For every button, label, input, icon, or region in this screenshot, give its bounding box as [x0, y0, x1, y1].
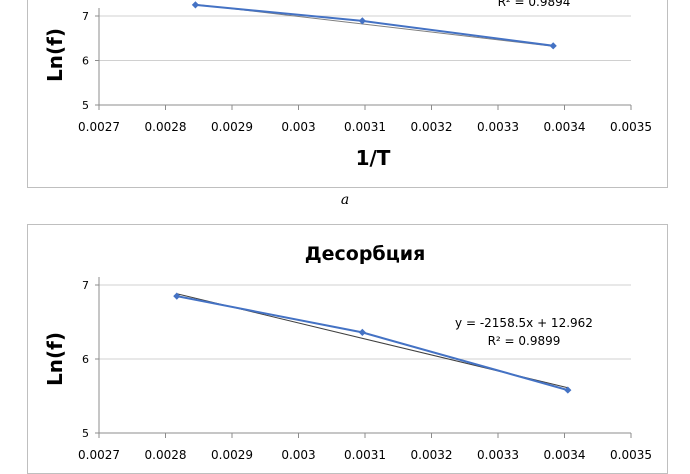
x-tick-label: 0.0032 [411, 448, 453, 460]
chart-title: Десорбция [305, 243, 426, 265]
trendline-annotation: R² = 0.9899 [488, 334, 561, 348]
y-tick-label: 7 [82, 10, 89, 23]
x-tick-label: 0.0028 [145, 448, 187, 460]
data-point [564, 386, 572, 394]
y-tick-label: 5 [82, 99, 89, 112]
figure-caption: a [340, 192, 350, 208]
charts-canvas: 5 6 7 0.0027 0.0028 0.0029 0.003 0.0031 0.0032 0.… [43, 0, 652, 460]
y-tick-label: 5 [82, 427, 89, 440]
y-axis-label: Ln(f) [43, 28, 67, 82]
x-tick-label: 0.0033 [477, 448, 519, 460]
x-axis-label: 1/T [356, 146, 391, 170]
data-point [358, 17, 366, 25]
data-point [191, 1, 200, 9]
chart-frame-bottom [27, 224, 668, 474]
x-tick-label: 0.0029 [211, 448, 253, 460]
y-tick-label: 6 [82, 353, 89, 366]
chart-frame-top [27, 0, 668, 188]
x-tick-label: 0.0033 [477, 120, 519, 134]
x-tick-label: 0.0031 [344, 448, 386, 460]
x-tick-label: 0.0029 [211, 120, 253, 134]
y-tick-label: 7 [82, 279, 89, 292]
x-tick-label: 0.0027 [78, 120, 120, 134]
x-tick-label: 0.0031 [344, 120, 386, 134]
trendline-annotation: R² = 0.9894 [498, 0, 571, 9]
x-tick-label: 0.003 [281, 120, 315, 134]
y-axis-label: Ln(f) [43, 332, 67, 386]
y-tick-label: 6 [82, 55, 89, 68]
data-point [358, 328, 366, 336]
data-point [549, 42, 557, 50]
x-tick-label: 0.0027 [78, 448, 120, 460]
x-tick-label: 0.0028 [145, 120, 187, 134]
x-tick-label: 0.003 [281, 448, 315, 460]
x-tick-label: 0.0035 [610, 120, 652, 134]
x-tick-label: 0.0034 [544, 120, 586, 134]
x-tick-label: 0.0034 [544, 448, 586, 460]
x-tick-label: 0.0035 [610, 448, 652, 460]
data-point [173, 292, 181, 300]
x-tick-label: 0.0032 [411, 120, 453, 134]
trendline-annotation: y = -2158.5x + 12.962 [455, 316, 593, 330]
